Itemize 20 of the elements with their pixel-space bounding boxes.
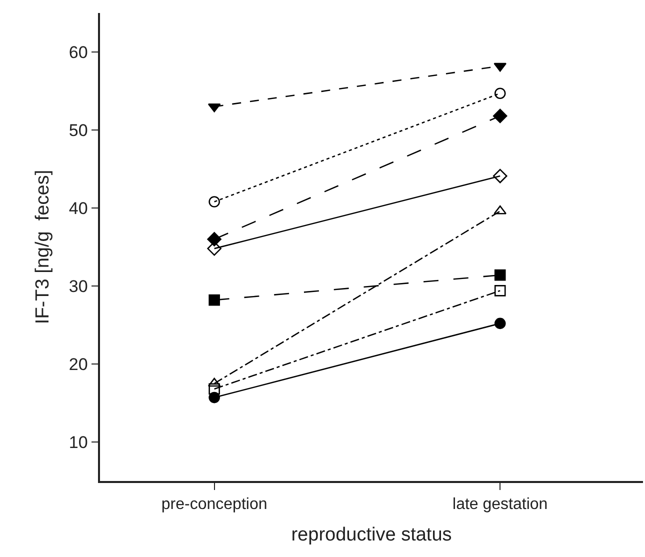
y-tick-label: 20 [68,354,88,374]
y-axis-title: IF-T3 [ng/g feces] [32,170,54,324]
point [494,269,506,281]
y-tick-label: 60 [68,42,88,62]
point [492,168,508,184]
point [494,285,506,296]
y-tick-label: 30 [68,276,88,296]
point [207,232,222,246]
y-tick-label: 40 [68,198,88,218]
point [494,318,506,330]
x-axis-title: reproductive status [291,524,452,546]
point [208,294,220,306]
y-tick-label: 10 [68,432,88,452]
x-tick-label: late gestation [452,496,548,513]
point [492,108,508,124]
x-tick-label: pre-conception [161,496,268,513]
point [208,392,220,404]
point [208,196,220,208]
point [494,88,506,99]
y-tick-label: 50 [68,120,88,140]
